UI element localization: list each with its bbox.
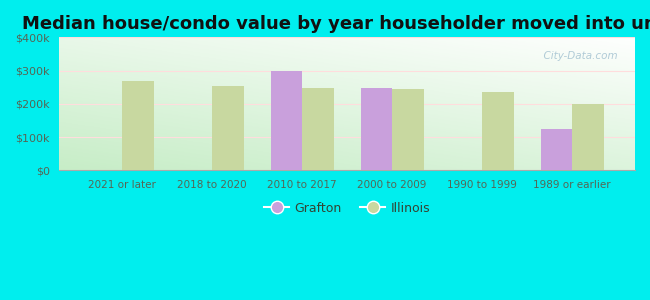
Bar [270,70,302,170]
Bar [392,89,424,170]
Bar [213,85,244,170]
Text: City-Data.com: City-Data.com [537,51,618,61]
Bar [572,104,603,170]
Bar [302,88,333,170]
Title: Median house/condo value by year householder moved into unit: Median house/condo value by year househo… [23,15,650,33]
Bar [361,88,392,170]
Bar [122,80,154,170]
Legend: Grafton, Illinois: Grafton, Illinois [259,197,435,220]
Bar [482,92,514,170]
Bar [541,129,572,170]
